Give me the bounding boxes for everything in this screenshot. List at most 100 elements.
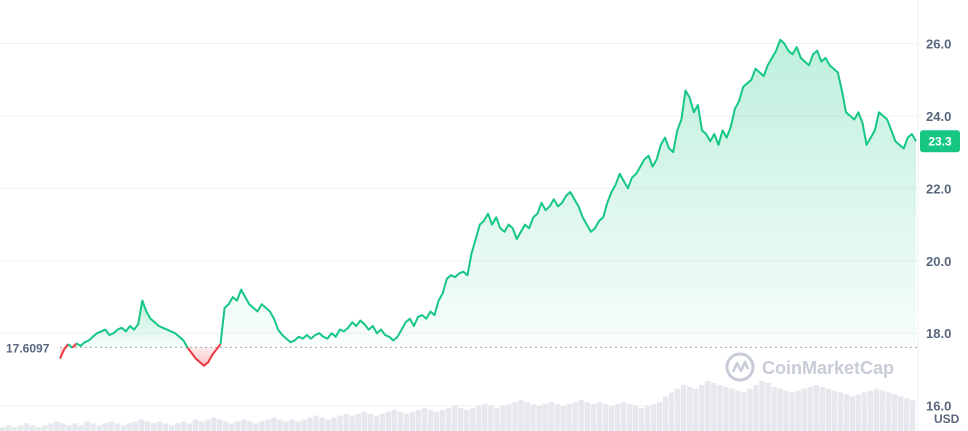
volume-bar: [84, 421, 90, 431]
volume-bar: [307, 417, 313, 431]
y-tick-label: 16.0: [926, 399, 951, 414]
volume-bar: [247, 421, 253, 431]
volume-bar: [397, 411, 404, 431]
volume-bar: [590, 404, 597, 431]
volume-bar: [476, 406, 482, 431]
volume-bar: [885, 392, 892, 431]
volume-bar: [156, 421, 163, 431]
volume-bar: [54, 421, 60, 431]
volume-bar: [813, 384, 819, 431]
volume-bar: [735, 390, 741, 431]
volume-bar: [192, 419, 199, 431]
volume-bar: [747, 388, 753, 431]
volume-bar: [644, 406, 651, 431]
volume-bar: [488, 406, 494, 431]
y-tick-label: 18.0: [926, 326, 951, 341]
y-tick-label: 22.0: [926, 181, 951, 196]
volume-bar: [108, 421, 114, 431]
volume-bar: [204, 419, 211, 431]
price-line-down: [186, 343, 222, 367]
volume-bar: [265, 419, 271, 431]
volume-bar: [464, 409, 470, 431]
baseline-value-label: 17.6097: [6, 341, 50, 355]
volume-bar: [30, 425, 36, 431]
volume-bar: [717, 384, 723, 431]
volume-bar: [150, 423, 157, 431]
volume-bar: [825, 388, 832, 431]
volume-bar: [409, 411, 416, 431]
volume-bar: [36, 427, 42, 431]
volume-bar: [723, 386, 729, 431]
volume-bar: [470, 407, 476, 431]
volume-bar: [542, 404, 548, 431]
volume-bar: [512, 402, 518, 431]
volume-bar: [518, 400, 524, 431]
volume-bar: [271, 417, 277, 431]
volume-bar: [355, 413, 361, 431]
volume-bar: [42, 425, 48, 431]
price-line-down: [71, 342, 78, 349]
volume-bar: [650, 404, 657, 431]
volume-bar: [216, 419, 223, 431]
volume-bar: [566, 404, 572, 431]
volume-bar: [451, 406, 458, 431]
volume-bar: [753, 384, 759, 431]
volume-bar: [680, 384, 687, 431]
current-price-label: 23.3: [928, 134, 952, 148]
price-line-up: [219, 38, 917, 345]
volume-bar: [903, 398, 910, 431]
volume-bar: [144, 421, 151, 431]
volume-bar: [301, 419, 307, 431]
volume-bar: [186, 423, 193, 431]
volume-bar: [873, 388, 880, 431]
volume-bar: [548, 402, 554, 431]
volume-bar: [48, 423, 54, 431]
volume-bar: [283, 421, 289, 431]
volume-bar: [789, 392, 795, 431]
volume-bar: [114, 423, 120, 431]
volume-bar: [711, 382, 717, 431]
volume-bar: [699, 384, 705, 431]
volume-bar: [198, 421, 205, 431]
volume-bar: [795, 390, 801, 431]
volume-bar: [831, 390, 838, 431]
volume-bar: [506, 404, 512, 431]
volume-bar: [78, 425, 84, 431]
volume-bar: [801, 388, 807, 431]
volume-bar: [313, 415, 319, 431]
volume-bar: [367, 413, 374, 431]
volume-bar: [295, 421, 301, 431]
volume-bar: [229, 423, 235, 431]
volume-bar: [403, 413, 410, 431]
volume-bar: [668, 392, 675, 431]
volume-bar: [693, 388, 699, 431]
area-fill-up: [76, 300, 188, 348]
volume-bar: [849, 396, 856, 431]
volume-bar: [126, 423, 132, 431]
volume-bar: [427, 409, 434, 431]
volume-bar: [897, 396, 904, 431]
volume-bar: [337, 415, 343, 431]
volume-bar: [241, 419, 247, 431]
y-tick-label: 20.0: [926, 254, 951, 269]
volume-bar: [96, 425, 102, 431]
volume-bar: [861, 392, 868, 431]
volume-bar: [439, 409, 446, 431]
volume-bar: [765, 382, 771, 431]
area-fill-down: [60, 344, 69, 359]
volume-bar: [259, 421, 265, 431]
volume-bar: [578, 400, 584, 431]
volume-bar: [608, 406, 615, 431]
volume-bar: [656, 402, 663, 431]
price-line-up: [67, 343, 73, 349]
coinmarketcap-logo-icon: [725, 352, 755, 382]
current-price-tag: 23.3: [920, 130, 960, 153]
volume-bar: [379, 413, 386, 431]
volume-bar: [632, 406, 639, 431]
volume-bar: [415, 409, 422, 431]
current-price-badge: [920, 130, 960, 153]
volume-bar: [843, 394, 850, 431]
volume-bar: [530, 404, 536, 431]
